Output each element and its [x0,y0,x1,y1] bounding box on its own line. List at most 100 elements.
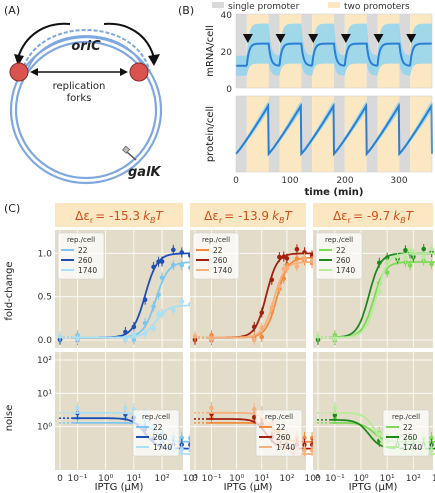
protein-ylabel: protein/cell [205,106,216,162]
replication-event-marker [308,34,319,43]
mrna-line [236,42,432,67]
top-frame [235,13,433,89]
fork-arrow-left [17,22,71,59]
legend-title: rep./cell [265,413,293,421]
fold-change-point [302,250,307,255]
iptg-xtick-2-0: 0 [315,474,321,484]
noise-point [302,435,307,441]
fold-change-point [315,334,321,339]
replicated-strand-2 [25,35,147,75]
fold-change-point [123,337,128,343]
fold-change-point [421,254,427,259]
fold-change-point [376,289,382,294]
replicated-dashed-strand-1 [21,28,151,73]
fork-arrow-right [103,22,155,59]
legend-entry-1: 260 [403,433,418,442]
fold-change-ylabel: fold-change [4,261,15,320]
legend-entry-0: 22 [276,423,286,432]
mrna-ylabel: mRNA/cell [205,25,216,77]
fold-change-point [179,250,185,255]
noise-point [209,405,214,411]
title-box-3 [313,203,433,227]
fold-change-point [251,337,257,343]
fold-change-point [384,255,390,260]
mrna-ytick-40: 40 [221,11,233,21]
legend-entry-1: 260 [78,256,93,265]
noise-point [332,405,338,411]
fold-change-point [259,325,265,330]
forks-label-line2: forks [67,93,92,104]
replication-event-marker [242,34,253,43]
noise-point [429,435,434,441]
title-box-1 [55,203,183,227]
mrna-ytick-0: 0 [226,85,232,95]
fold-change-point [332,337,338,342]
fold-change-point [179,299,185,304]
chromosome-outer-strand [9,35,163,185]
time-xtick-200: 200 [336,176,353,186]
legend-entry-0: 22 [336,246,346,255]
panel-b-label: (B) [178,4,194,17]
legend-single-swatch [212,2,224,8]
fold-change-point [131,332,137,337]
legend-entry-2: 1740 [213,266,232,275]
iptg-xtick-0-1: 10⁻¹ [68,474,88,484]
iptg-xtick-0-4: 10² [155,474,170,484]
fold-change-point [429,261,434,267]
galk-label: galK [128,165,162,180]
galk-marker [126,151,137,161]
fork-arrowhead-left [14,54,24,66]
noise-point [377,431,382,436]
noise-point [429,448,434,453]
legend-entry-1: 260 [213,256,228,265]
single-promoter-band [301,96,313,172]
iptg-xtick-2-3: 10¹ [380,474,395,484]
fold-change-point [159,259,165,264]
legend-box [255,409,303,457]
fold-change-point [277,254,282,260]
panel-c-title-3: Δεr = -9.7 kBT [333,209,415,225]
oric-label: oriC [71,39,101,54]
fold-change-point [281,276,287,281]
iptg-xtick-0-5: 10³ [183,474,198,484]
fold-change-point [131,324,137,330]
legend-title: rep./cell [67,236,95,244]
legend-entry-0: 22 [403,423,413,432]
replication-triangles [242,34,417,43]
fold-change-point [411,251,416,256]
iptg-xlabel-2: IPTG (μM) [224,482,273,493]
fold-change-point [407,248,413,253]
iptg-xtick-1-0: 0 [192,474,198,484]
fold-change-point [376,260,382,266]
fold-change-point [395,254,400,259]
iptg-xlabel-1: IPTG (μM) [95,482,144,493]
fold-change-point [142,320,148,326]
legend-entry-2: 1740 [403,443,422,452]
double-arrow-left-head [30,68,38,76]
iptg-xtick-1-3: 10¹ [254,474,269,484]
panel-a-label: (A) [4,4,20,17]
fold-change-point [421,246,427,252]
fold-change-point [151,326,156,331]
replication-event-marker [340,34,351,43]
bottom-frame [235,95,433,173]
single-promoter-band [268,14,280,88]
legend-double-label: two promoters [344,2,410,12]
legend-entry-2: 1740 [276,443,295,452]
noise-ytick-0: 10⁰ [37,423,52,433]
iptg-xtick-1-1: 10⁻¹ [202,474,222,484]
single-promoter-band [399,14,411,88]
fold-change-point [179,262,185,268]
fold-change-point [259,310,265,315]
legend-entry-2: 1740 [78,266,97,275]
fc-ytick-1: 0.5 [38,293,52,303]
fold-change-point [171,247,176,253]
fold-change-point [151,264,156,270]
fold-change-point [429,246,434,252]
fold-change-point [156,292,161,297]
fold-change-point [403,247,408,253]
fold-change-point [277,283,282,289]
single-promoter-band [236,14,247,88]
mrna-ytick-20: 20 [221,48,233,58]
fold-change-point [384,270,390,275]
